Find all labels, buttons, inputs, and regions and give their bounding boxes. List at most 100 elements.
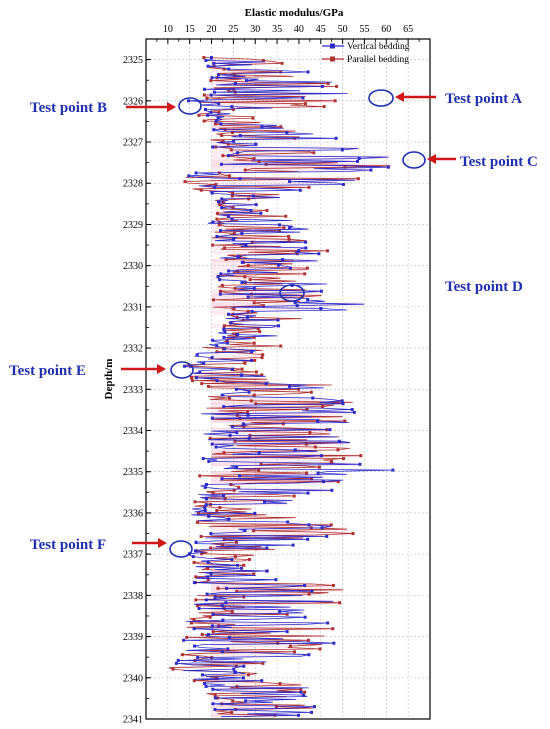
shading-band — [211, 652, 309, 657]
vertical-bedding-point — [322, 480, 326, 484]
vertical-bedding-point — [194, 540, 198, 544]
shading-band — [211, 211, 261, 216]
vertical-bedding-point — [285, 630, 289, 634]
vertical-bedding-point — [247, 436, 251, 440]
vertical-bedding-point — [211, 145, 215, 149]
vertical-bedding-point — [386, 165, 390, 169]
shading-band — [211, 289, 322, 294]
parallel-bedding-point — [274, 705, 278, 709]
vertical-bedding-point — [227, 154, 231, 158]
shading-band — [211, 644, 291, 649]
parallel-bedding-point — [276, 641, 280, 645]
parallel-bedding-point — [228, 396, 232, 400]
shading-band — [211, 583, 305, 588]
y-tick-label: 2338 — [123, 591, 143, 602]
shading-band — [211, 622, 305, 627]
shading-band — [211, 631, 271, 636]
parallel-bedding-point — [222, 537, 226, 541]
vertical-bedding-point — [210, 416, 214, 420]
parallel-bedding-point — [321, 405, 325, 409]
parallel-bedding-point — [252, 157, 256, 161]
shading-band — [211, 661, 263, 666]
vertical-bedding-point — [197, 607, 201, 611]
test-point-e-label: Test point E — [9, 363, 86, 379]
parallel-bedding-point — [224, 257, 228, 261]
vertical-bedding-point — [218, 278, 222, 282]
vertical-bedding-point — [209, 110, 213, 114]
vertical-bedding-point — [226, 341, 230, 345]
test-point-f-arrowhead — [158, 538, 167, 548]
vertical-bedding-point — [202, 682, 206, 686]
shading-band — [211, 535, 304, 540]
vertical-bedding-point — [213, 185, 217, 189]
vertical-bedding-point — [320, 526, 324, 530]
shading-band — [211, 609, 280, 614]
parallel-bedding-point — [326, 82, 330, 86]
vertical-bedding-point — [211, 612, 215, 616]
parallel-bedding-point — [213, 122, 217, 126]
vertical-bedding-point — [210, 356, 214, 360]
parallel-bedding-point — [247, 558, 251, 562]
shading-band — [211, 440, 343, 445]
parallel-bedding-point — [211, 243, 215, 247]
vertical-bedding-point — [306, 298, 310, 302]
vertical-bedding-point — [220, 197, 224, 201]
x-tick-label: 40 — [294, 24, 304, 35]
y-tick-label: 2332 — [123, 344, 143, 355]
vertical-bedding-point — [187, 99, 191, 103]
y-axis-title: Depth/m — [103, 359, 115, 400]
vertical-bedding-point — [219, 229, 223, 233]
vertical-bedding-point — [216, 116, 220, 120]
parallel-bedding-point — [257, 159, 261, 163]
vertical-bedding-point — [319, 289, 323, 293]
parallel-bedding-point — [247, 673, 251, 677]
legend-label-parallel: Parallel bedding — [347, 55, 409, 65]
parallel-bedding-point — [242, 595, 246, 599]
parallel-bedding-point — [180, 653, 184, 657]
parallel-bedding-point — [303, 690, 307, 694]
parallel-bedding-point — [221, 139, 225, 143]
vertical-bedding-point — [316, 471, 320, 475]
parallel-bedding-point — [252, 301, 256, 305]
parallel-bedding-point — [232, 307, 236, 311]
x-tick-label: 65 — [403, 24, 413, 35]
parallel-bedding-point — [206, 578, 210, 582]
vertical-bedding-point — [295, 304, 299, 308]
parallel-bedding-point — [243, 361, 247, 365]
vertical-bedding-point — [352, 410, 356, 414]
shading-band — [211, 531, 354, 536]
x-tick-label: 30 — [250, 24, 260, 35]
parallel-bedding-point — [199, 534, 203, 538]
parallel-bedding-point — [218, 506, 222, 510]
parallel-bedding-point — [222, 67, 226, 71]
vertical-bedding-point — [210, 442, 214, 446]
vertical-bedding-point — [298, 188, 302, 192]
vertical-bedding-point — [319, 307, 323, 311]
parallel-bedding-point — [235, 684, 239, 688]
parallel-bedding-point — [200, 382, 204, 386]
shading-band — [211, 687, 301, 692]
vertical-bedding-point — [233, 670, 237, 674]
vertical-bedding-point — [201, 457, 205, 461]
vertical-bedding-point — [287, 226, 291, 230]
parallel-bedding-point — [306, 638, 310, 642]
vertical-bedding-point — [205, 592, 209, 596]
parallel-bedding-point — [205, 96, 209, 100]
parallel-bedding-point — [237, 485, 241, 489]
shading-band — [211, 639, 299, 644]
vertical-bedding-point — [320, 84, 324, 88]
vertical-bedding-point — [236, 255, 240, 259]
parallel-bedding-point — [318, 647, 322, 651]
parallel-bedding-point — [189, 364, 193, 368]
vertical-bedding-point — [244, 79, 248, 83]
vertical-bedding-point — [242, 664, 246, 668]
vertical-bedding-point — [227, 269, 231, 273]
vertical-bedding-point — [206, 113, 210, 117]
vertical-bedding-point — [213, 696, 217, 700]
shading-band — [211, 592, 310, 597]
vertical-bedding-point — [250, 350, 254, 354]
shading-band — [211, 185, 310, 190]
parallel-bedding-point — [331, 627, 335, 631]
vertical-bedding-point — [207, 514, 211, 518]
vertical-bedding-point — [334, 136, 338, 140]
